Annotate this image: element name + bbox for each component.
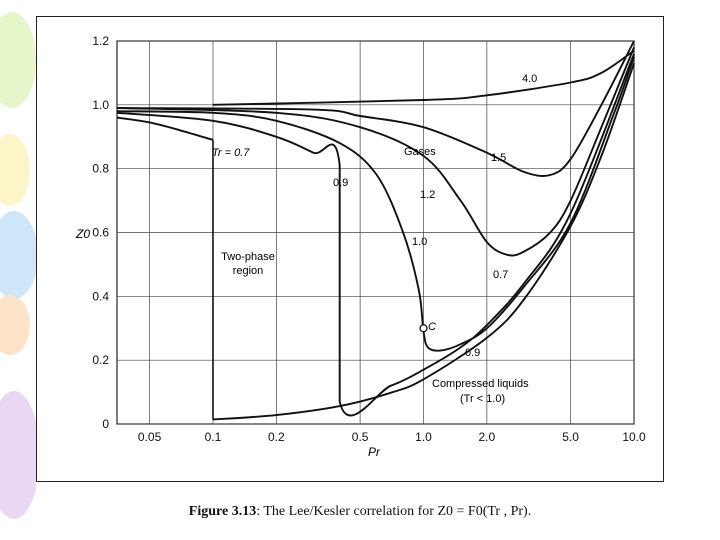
y-tick-label: 0.4	[92, 289, 109, 303]
curve-label-1.5: 1.5	[491, 152, 506, 164]
decor-blob-green	[0, 12, 36, 108]
decor-blob-blue	[0, 211, 36, 299]
curve-label-1.2: 1.2	[420, 189, 435, 201]
x-tick-label: 10.0	[622, 430, 646, 444]
decor-blob-purple	[0, 391, 36, 519]
x-axis-title: Pr	[368, 445, 381, 459]
x-tick-label: 1.0	[415, 430, 432, 444]
critical-point-marker	[419, 324, 428, 333]
x-tick-label: 0.5	[352, 430, 369, 444]
x-tick-label: 2.0	[479, 430, 496, 444]
isotherm-curve	[212, 49, 635, 106]
caption-lead: Figure 3.13	[188, 504, 257, 519]
y-tick-label: 0.8	[92, 162, 109, 176]
x-tick-label: 0.1	[205, 430, 222, 444]
lee-kesler-chart: 0.05 0.1 0.2 0.5 1.0 2.0 5.0 10.0 0 0.2 0.4 0.6 0.8 1…	[75, 34, 646, 459]
isotherm-curve	[116, 116, 214, 141]
slide-background-decoration	[0, 12, 36, 519]
curve-label-1.0: 1.0	[412, 236, 427, 248]
curve-label-0.7: 0.7	[493, 269, 508, 281]
figure-caption: Figure 3.13: The Lee/Kesler correlation …	[0, 504, 720, 520]
y-tick-label: 1.2	[92, 34, 109, 48]
x-tick-label: 0.2	[268, 430, 285, 444]
isotherm-curve	[116, 40, 635, 177]
y-axis-title: Z0	[75, 227, 90, 241]
tr-0.7-label: Tr = 0.7	[212, 147, 250, 159]
two-phase-label: Two-phase	[221, 251, 275, 263]
curve-label-0.9: 0.9	[333, 177, 348, 189]
caption-text: : The Lee/Kesler correlation for Z0 = F0…	[256, 504, 532, 519]
y-tick-label: 1.0	[92, 98, 109, 112]
y-tick-label: 0.2	[92, 353, 109, 367]
y-tick-label: 0.6	[92, 226, 109, 240]
critical-point-label: C	[428, 321, 436, 333]
isotherm-curve	[116, 53, 635, 417]
isotherm-curve	[116, 47, 635, 257]
y-tick-label: 0	[102, 417, 109, 431]
decor-blob-orange	[0, 295, 30, 355]
compressed-liquids-label: Compressed liquids	[432, 378, 529, 390]
isotherm-curve	[212, 62, 635, 421]
two-phase-label-2: region	[233, 265, 264, 277]
x-tick-label: 5.0	[562, 430, 579, 444]
decor-blob-yellow	[0, 134, 30, 206]
curve-label-4.0: 4.0	[522, 73, 537, 85]
compressed-liquids-condition: (Tr < 1.0)	[460, 393, 505, 405]
curve-label-0.9-liquid: 0.9	[465, 347, 480, 359]
x-tick-label: 0.05	[138, 430, 162, 444]
isotherm-curve	[116, 56, 635, 352]
gases-label: Gases	[404, 146, 436, 158]
